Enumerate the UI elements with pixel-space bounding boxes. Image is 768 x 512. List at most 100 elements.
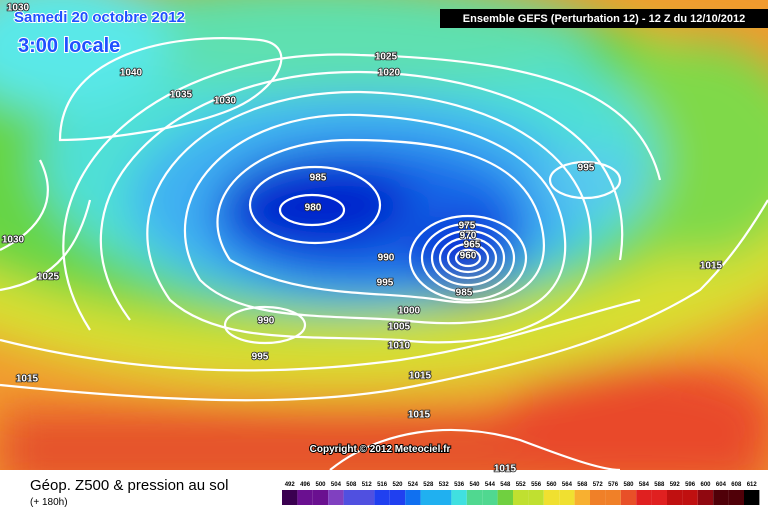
colorbar-label: 560 bbox=[546, 482, 557, 488]
time: 3:00 locale bbox=[18, 35, 120, 57]
colorbar-swatch bbox=[697, 490, 714, 505]
colorbar-swatch bbox=[513, 490, 529, 505]
header-box bbox=[440, 9, 768, 28]
isobar-label: 1030 bbox=[2, 235, 25, 246]
colorbar-label: 504 bbox=[331, 482, 342, 488]
colorbar-label: 544 bbox=[485, 482, 496, 488]
isobar-label: 1030 bbox=[7, 3, 30, 14]
colorbar-label: 516 bbox=[377, 482, 388, 488]
colorbar-label: 580 bbox=[623, 482, 634, 488]
isobar-label: 1020 bbox=[378, 68, 401, 79]
colorbar-swatch bbox=[559, 490, 575, 505]
colorbar-label: 596 bbox=[685, 482, 696, 488]
colorbar-swatch bbox=[282, 490, 298, 505]
colorbar-swatch bbox=[497, 490, 513, 505]
isobar-label: 980 bbox=[305, 203, 322, 214]
isobar-label: 1025 bbox=[375, 52, 398, 63]
colorbar-swatch bbox=[343, 490, 359, 505]
colorbar-label: 548 bbox=[500, 482, 511, 488]
colorbar-swatch bbox=[620, 490, 637, 505]
colorbar-swatch bbox=[605, 490, 621, 505]
isobar-label: 1015 bbox=[408, 410, 431, 421]
isobar-label: 1015 bbox=[409, 371, 432, 382]
isobar-label: 1010 bbox=[388, 341, 411, 352]
colorbar-label: 532 bbox=[439, 482, 450, 488]
isobar-label: 995 bbox=[578, 163, 595, 174]
colorbar-swatch bbox=[713, 490, 729, 505]
colorbar-swatch bbox=[682, 490, 698, 505]
isobar-label: 1040 bbox=[120, 68, 143, 79]
colorbar-swatch bbox=[420, 490, 436, 505]
copyright: Copyright © 2012 Meteociel.fr bbox=[310, 444, 451, 455]
colorbar-swatch bbox=[389, 490, 406, 505]
colorbar-label: 584 bbox=[639, 482, 650, 488]
isobar-label: 1030 bbox=[214, 96, 237, 107]
colorbar-swatch bbox=[667, 490, 683, 505]
colorbar-label: 564 bbox=[562, 482, 573, 488]
isobar-label: 1000 bbox=[398, 306, 421, 317]
colorbar-label: 492 bbox=[285, 482, 296, 488]
colorbar-label: 612 bbox=[747, 482, 758, 488]
isobar-label: 1005 bbox=[388, 322, 411, 333]
colorbar-label: 576 bbox=[608, 482, 619, 488]
colorbar-swatch bbox=[374, 490, 390, 505]
isobar-label: 965 bbox=[464, 240, 481, 251]
colorbar-swatch bbox=[297, 490, 313, 505]
colorbar-swatch bbox=[312, 490, 329, 505]
colorbar-label: 588 bbox=[654, 482, 665, 488]
colorbar-label: 552 bbox=[516, 482, 527, 488]
colorbar-label: 592 bbox=[670, 482, 681, 488]
isobars bbox=[0, 37, 768, 470]
colorbar-swatch bbox=[436, 490, 452, 505]
colorbar-label: 540 bbox=[469, 482, 480, 488]
isobar-label: 1035 bbox=[170, 90, 193, 101]
colorbar-swatch bbox=[528, 490, 544, 505]
footer-title: Géop. Z500 & pression au sol bbox=[30, 477, 228, 494]
colorbar-label: 568 bbox=[577, 482, 588, 488]
colorbar-swatch bbox=[590, 490, 606, 505]
colorbar-swatch bbox=[574, 490, 590, 505]
isobar-label: 1015 bbox=[16, 374, 39, 385]
colorbar-swatch bbox=[359, 490, 375, 505]
isobar-label: 960 bbox=[460, 251, 477, 262]
colorbar-label: 496 bbox=[300, 482, 311, 488]
colorbar-label: 600 bbox=[700, 482, 711, 488]
colorbar-label: 512 bbox=[362, 482, 373, 488]
colorbar-swatch bbox=[451, 490, 467, 505]
isobar-label: 1025 bbox=[37, 272, 60, 283]
colorbar-label: 604 bbox=[716, 482, 727, 488]
colorbar-swatch bbox=[543, 490, 560, 505]
isobar-label: 970 bbox=[460, 231, 477, 242]
isobar-label: 995 bbox=[252, 352, 269, 363]
colorbar-label: 536 bbox=[454, 482, 465, 488]
colorbar-label: 572 bbox=[593, 482, 604, 488]
colorbar-swatch bbox=[744, 490, 760, 505]
isobar-label: 985 bbox=[456, 288, 473, 299]
colorbar-swatch bbox=[728, 490, 744, 505]
colorbar-label: 528 bbox=[423, 482, 434, 488]
isobar-label: 985 bbox=[310, 173, 327, 184]
isobar-label: 1015 bbox=[700, 261, 723, 272]
isobar-label: 995 bbox=[377, 278, 394, 289]
colorbar-swatch bbox=[405, 490, 421, 505]
isobar-label: 1015 bbox=[494, 464, 517, 475]
header: Ensemble GEFS (Perturbation 12) - 12 Z d… bbox=[463, 13, 745, 25]
isobar-label: 990 bbox=[258, 316, 275, 327]
colorbar-swatch bbox=[482, 490, 498, 505]
colorbar-swatch bbox=[466, 490, 483, 505]
isobar-label: 975 bbox=[459, 221, 476, 232]
colorbar-label: 524 bbox=[408, 482, 419, 488]
colorbar-label: 608 bbox=[731, 482, 742, 488]
isobar-label: 990 bbox=[378, 253, 395, 264]
colorbar-label: 520 bbox=[392, 482, 403, 488]
colorbar-swatch bbox=[328, 490, 344, 505]
colorbar-swatch bbox=[636, 490, 652, 505]
footer-lead: (+ 180h) bbox=[30, 497, 68, 508]
colorbar-swatch bbox=[651, 490, 667, 505]
colorbar-label: 556 bbox=[531, 482, 542, 488]
field bbox=[0, 0, 768, 470]
colorbar-label: 500 bbox=[315, 482, 326, 488]
date: Samedi 20 octobre 2012 bbox=[14, 9, 185, 26]
colorbar-label: 508 bbox=[346, 482, 357, 488]
